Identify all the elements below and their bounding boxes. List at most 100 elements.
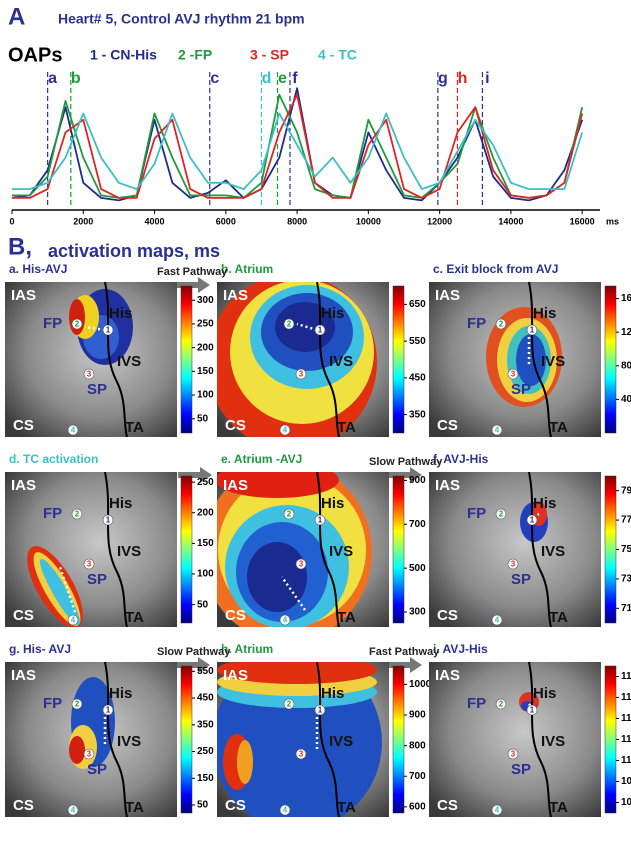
colorbar-tick-label: 300 <box>409 607 426 618</box>
colorbar-tick-label: 50 <box>197 800 209 811</box>
site-label: 2 <box>499 510 504 519</box>
map-title: c. Exit block from AVJ <box>433 262 558 276</box>
pathway-label: SP <box>511 381 531 398</box>
colorbar-tick-label: 900 <box>409 710 426 721</box>
colorbar-tick-label: 120 <box>621 327 631 338</box>
colorbar-tick-label: 100 <box>197 390 214 401</box>
site-label: 1 <box>318 516 323 525</box>
site-marker <box>279 804 291 816</box>
colorbar <box>392 665 405 814</box>
region-label: IVS <box>541 733 565 750</box>
colorbar-tick-label: 200 <box>197 507 214 518</box>
colorbar-tick-label: 550 <box>197 666 214 677</box>
activation-map: IAS His IVS CS TA FP SP 1 2 3 4 710 730 750 770 790 <box>429 472 631 627</box>
site-marker <box>67 424 79 436</box>
site-marker <box>507 748 519 760</box>
site-marker <box>295 558 307 570</box>
event-label: d <box>262 70 272 87</box>
colorbar-tick-label: 80 <box>621 360 631 371</box>
region-label: His <box>321 495 344 512</box>
colorbar-tick-label: 700 <box>409 519 426 530</box>
map-body <box>429 282 601 437</box>
tissue <box>429 472 601 627</box>
x-tick-label: 8000 <box>287 216 307 226</box>
site-marker <box>495 698 507 710</box>
activation-region <box>40 558 80 626</box>
region-label: IAS <box>11 477 36 494</box>
site-label: 1 <box>106 516 111 525</box>
site-label: 2 <box>287 700 292 709</box>
region-label: CS <box>225 797 246 814</box>
colorbar-tick-label: 300 <box>197 295 214 306</box>
arrow <box>178 467 212 483</box>
event-label: c <box>210 70 219 87</box>
site-marker <box>295 368 307 380</box>
site-label: 4 <box>495 616 500 625</box>
colorbar <box>604 475 617 624</box>
region-label: TA <box>337 609 356 626</box>
ta-border <box>104 662 128 817</box>
colorbar-tick-label: 900 <box>409 475 426 486</box>
site-label: 3 <box>511 370 516 379</box>
activation-region <box>69 299 85 335</box>
ta-border <box>528 472 552 627</box>
site-marker <box>491 424 503 436</box>
map-title: d. TC activation <box>9 452 98 466</box>
colorbar-tick-label: 350 <box>197 719 214 730</box>
region-label: IAS <box>435 287 460 304</box>
site-label: 4 <box>283 426 288 435</box>
colorbar-tick-label: 200 <box>197 342 214 353</box>
site-label: 4 <box>283 616 288 625</box>
event-label: i <box>485 70 489 87</box>
region-label: TA <box>549 609 568 626</box>
transition-label: Fast Pathway <box>369 646 440 658</box>
colorbar-tick-label: 1100 <box>621 755 631 766</box>
event-label: g <box>438 70 448 87</box>
region-label: CS <box>225 607 246 624</box>
trace <box>12 93 584 199</box>
x-tick-label: 10000 <box>356 216 381 226</box>
region-label: IVS <box>117 733 141 750</box>
site-label: 3 <box>511 750 516 759</box>
site-marker <box>279 424 291 436</box>
site-marker <box>67 614 79 626</box>
site-marker <box>102 704 114 716</box>
colorbar-tick-label: 250 <box>197 477 214 488</box>
site-label: 4 <box>71 616 76 625</box>
region-label: CS <box>13 607 34 624</box>
trace <box>11 87 584 202</box>
site-label: 3 <box>87 750 92 759</box>
region-label: His <box>533 685 556 702</box>
pathway-label: FP <box>43 315 62 332</box>
trace <box>12 93 584 199</box>
colorbar-tick-label: 50 <box>197 599 209 610</box>
colorbar-tick-label: 450 <box>409 373 426 384</box>
site-label: 4 <box>71 426 76 435</box>
colorbar-tick-label: 1130 <box>621 692 631 703</box>
tissue <box>429 662 601 817</box>
activation-region <box>217 472 339 498</box>
chart-title: Heart# 5, Control AVJ rhythm 21 bpm <box>58 11 305 27</box>
region-label: TA <box>549 799 568 816</box>
site-marker <box>495 508 507 520</box>
x-tick-label: 4000 <box>145 216 165 226</box>
colorbar-tick-label: 100 <box>197 569 214 580</box>
site-marker <box>83 748 95 760</box>
site-marker <box>83 368 95 380</box>
colorbar-tick-label: 1000 <box>409 679 432 690</box>
activation-map: IAS His IVS CS TA FP SP 1 2 3 4 1080 1090 1100 1110 112… <box>429 662 631 817</box>
region-label: TA <box>125 609 144 626</box>
colorbar <box>180 285 193 434</box>
site-marker <box>295 748 307 760</box>
activation-region <box>237 740 253 784</box>
colorbar-tick-label: 1090 <box>621 776 631 787</box>
site-marker <box>67 804 79 816</box>
colorbar <box>604 285 617 434</box>
site-marker <box>314 514 326 526</box>
site-marker <box>102 514 114 526</box>
transition-label: Fast Pathway <box>157 266 228 278</box>
pathway-label: FP <box>467 505 486 522</box>
pathway-label: FP <box>43 695 62 712</box>
